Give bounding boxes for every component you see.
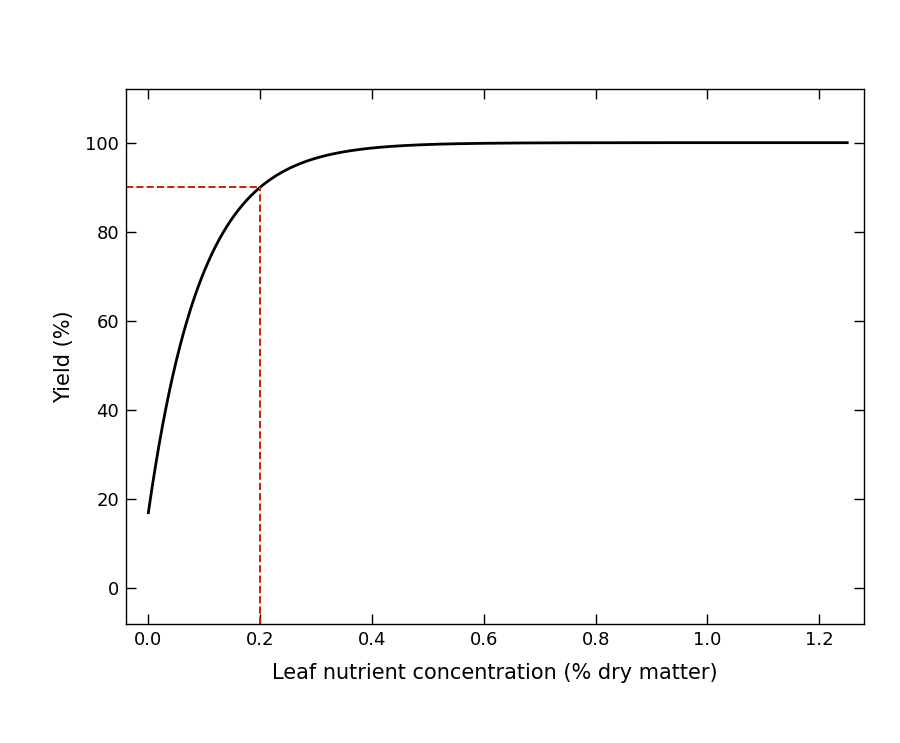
X-axis label: Leaf nutrient concentration (% dry matter): Leaf nutrient concentration (% dry matte… bbox=[272, 663, 718, 683]
Y-axis label: Yield (%): Yield (%) bbox=[54, 311, 74, 403]
